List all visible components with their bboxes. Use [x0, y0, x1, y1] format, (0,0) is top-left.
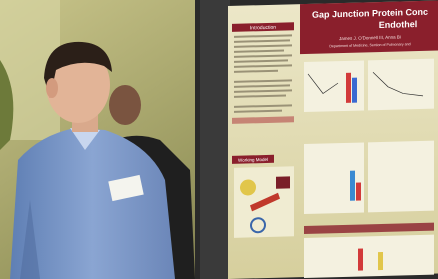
- figure: [368, 141, 434, 213]
- poster-title: Endothel: [379, 19, 417, 30]
- figure-bar: [352, 78, 357, 103]
- figure-bar: [346, 73, 351, 103]
- background-person-head: [109, 85, 141, 125]
- figure-bar: [356, 183, 361, 201]
- photo: Gap Junction Protein Conc Endothel James…: [0, 0, 438, 279]
- diagram-box: [276, 176, 290, 188]
- ear: [46, 78, 58, 98]
- figure-bar: [358, 248, 363, 270]
- section-title: Introduction: [250, 25, 276, 32]
- figure: [304, 235, 434, 278]
- poster: Gap Junction Protein Conc Endothel James…: [228, 1, 438, 279]
- figure: [368, 59, 434, 111]
- figure-bar: [350, 171, 355, 201]
- figure-bar: [378, 252, 383, 270]
- board-edge: [200, 0, 230, 279]
- section-title: Working Model: [238, 157, 268, 163]
- page: Gap Junction Protein Conc Endothel James…: [0, 0, 438, 279]
